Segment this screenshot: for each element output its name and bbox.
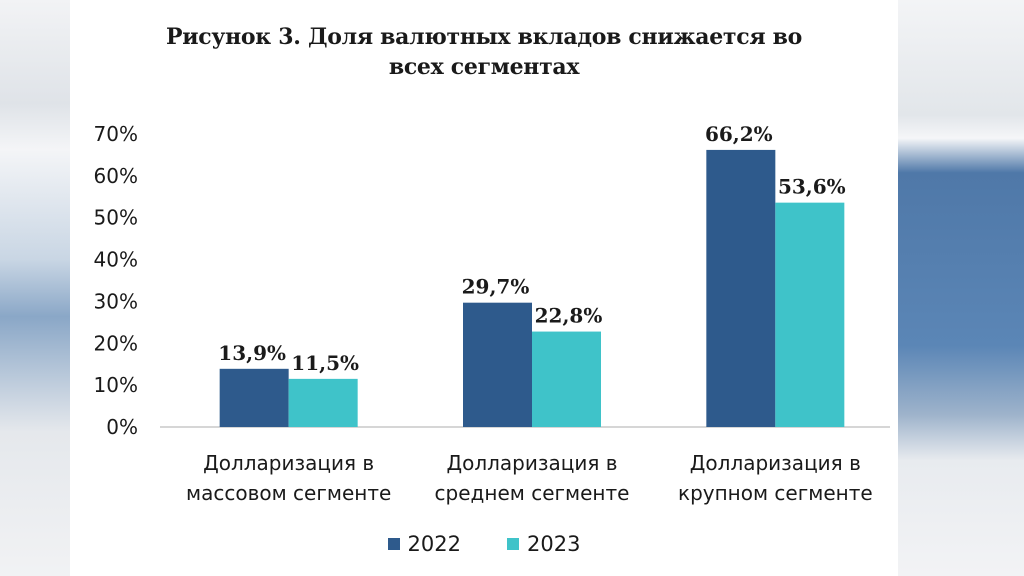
background-right	[898, 0, 1024, 576]
y-tick-label: 60%	[94, 164, 138, 188]
x-tick-label: массовом сегменте	[186, 481, 391, 505]
data-label-2022: 66,2%	[705, 122, 773, 146]
legend: 2022 2023	[70, 532, 898, 556]
x-tick-label: Долларизация в	[446, 451, 617, 475]
data-label-2023: 53,6%	[778, 175, 846, 199]
chart-card: Рисунок 3. Доля валютных вкладов снижает…	[70, 0, 898, 576]
y-tick-label: 30%	[94, 289, 138, 313]
chart-title: Рисунок 3. Доля валютных вкладов снижает…	[70, 22, 898, 82]
data-label-2023: 22,8%	[535, 304, 603, 328]
bar-2023	[775, 202, 845, 427]
bar-2022	[463, 302, 532, 427]
y-tick-label: 70%	[94, 122, 138, 146]
bar-2023	[532, 331, 601, 427]
bar-chart: 0% 10% 20% 30% 40% 50% 60% 70% 13,9% 11,5% Доллари…	[94, 122, 890, 505]
chart-title-line-2: всех сегментах	[388, 54, 580, 80]
x-tick-label: крупном сегменте	[678, 481, 873, 505]
chart-title-line-1: Рисунок 3. Доля валютных вкладов снижает…	[165, 24, 803, 50]
legend-swatch-2022	[387, 538, 400, 550]
data-label-2022: 29,7%	[462, 275, 530, 299]
background-left	[0, 0, 70, 576]
legend-item-2023: 2023	[507, 532, 580, 556]
x-tick-label: Долларизация в	[203, 451, 374, 475]
legend-item-2022: 2022	[387, 532, 461, 556]
bar-2022	[706, 149, 776, 428]
y-tick-label: 10%	[94, 373, 138, 397]
y-tick-label: 0%	[106, 415, 138, 439]
bar-2023	[288, 378, 358, 427]
data-label-2022: 13,9%	[218, 341, 286, 365]
legend-label-2022: 2022	[407, 532, 461, 556]
x-tick-label: Долларизация в	[690, 451, 861, 475]
legend-label-2023: 2023	[527, 532, 581, 556]
y-tick-label: 40%	[94, 248, 138, 272]
legend-swatch-2023	[507, 538, 519, 550]
data-label-2023: 11,5%	[291, 351, 359, 375]
y-tick-label: 50%	[94, 206, 138, 230]
bar-2022	[219, 368, 289, 427]
x-tick-label: среднем сегменте	[435, 481, 630, 505]
y-tick-label: 20%	[94, 331, 138, 355]
